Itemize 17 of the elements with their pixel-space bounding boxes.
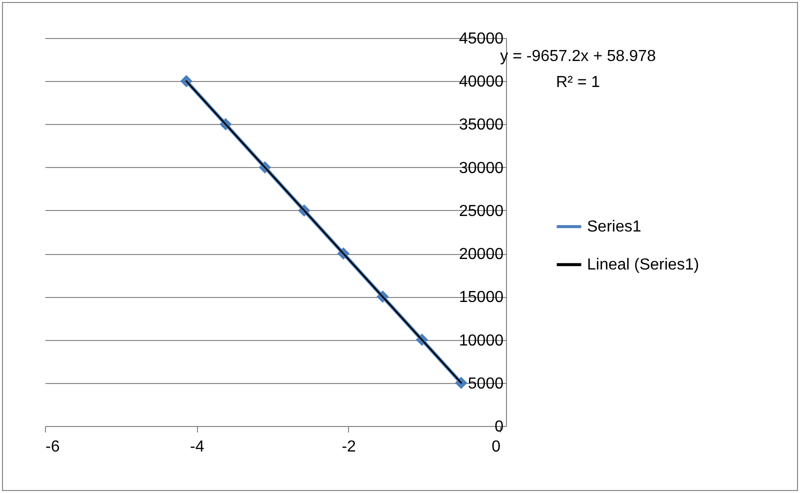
x-tick-label: -4 <box>190 438 204 456</box>
y-tick-label: 30000 <box>459 160 504 177</box>
text: R² = 1 <box>556 74 600 91</box>
y-tick-label: 25000 <box>459 202 504 220</box>
legend-label: Lineal (Series1) <box>587 256 700 274</box>
y-tick-label: 20000 <box>459 246 504 264</box>
y-tick-label: 40000 <box>459 74 504 91</box>
text: y = -9657.2x + 58.978 <box>500 48 656 65</box>
y-tick-label: 0 <box>494 418 504 436</box>
y-tick-label: 45000 <box>459 30 504 48</box>
y-tick-label: 10000 <box>459 332 504 350</box>
x-tick-label: -2 <box>342 438 356 456</box>
y-tick-label: 35000 <box>459 116 504 134</box>
legend-label: Series1 <box>587 218 642 236</box>
y-tick-label: 5000 <box>468 375 504 392</box>
y-tick-label: 15000 <box>459 289 504 306</box>
x-tick-label: -6 <box>46 438 60 456</box>
